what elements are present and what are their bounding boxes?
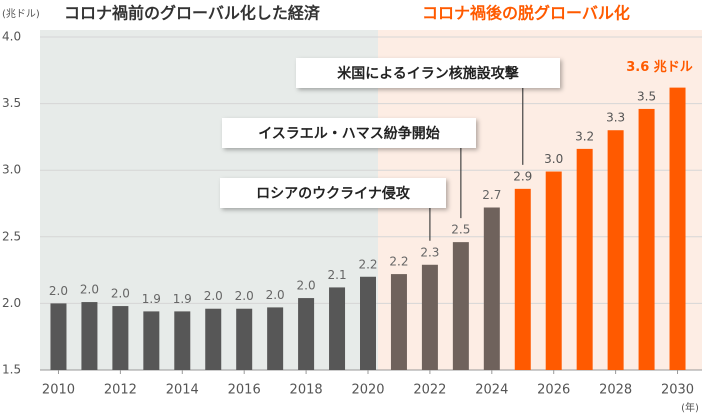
annotation-box [222, 118, 476, 148]
x-tick-label: 2026 [537, 383, 570, 398]
y-tick-label: 3.5 [2, 96, 21, 110]
bar [112, 306, 129, 370]
value-label: 3.2 [575, 129, 594, 143]
value-label: 2.0 [297, 279, 316, 293]
x-tick-label: 2020 [351, 383, 384, 398]
value-label: 2.0 [204, 289, 223, 303]
value-label: 3.6 兆ドル [626, 59, 693, 75]
y-tick-label: 2.5 [2, 229, 21, 243]
bar [669, 87, 686, 370]
bar [421, 264, 438, 370]
bar [236, 308, 253, 370]
x-tick-label: 2018 [290, 383, 323, 398]
bar [329, 287, 346, 370]
bar [174, 311, 191, 370]
value-label: 2.0 [266, 288, 285, 302]
x-tick-label: 2012 [104, 383, 137, 398]
value-label: 2.7 [482, 188, 501, 202]
bar [267, 307, 284, 370]
y-tick-label: 4.0 [2, 30, 21, 44]
annotation-text: 米国によるイラン核施設攻撃 [337, 65, 519, 82]
value-label: 2.2 [389, 255, 408, 269]
bar [205, 308, 222, 370]
bar [390, 274, 407, 370]
y-tick-label: 2.0 [2, 296, 21, 310]
x-tick-label: 2010 [42, 383, 75, 398]
bar [483, 207, 500, 370]
value-label: 3.0 [544, 152, 563, 166]
x-unit-label: (年) [681, 401, 699, 414]
bar [360, 276, 376, 370]
value-label: 2.2 [358, 257, 377, 271]
value-label: 3.3 [606, 111, 625, 125]
value-label: 2.0 [111, 287, 130, 301]
bar [452, 242, 469, 370]
region-title: コロナ禍前のグローバル化した経済 [64, 4, 321, 23]
annotation-text: ロシアのウクライナ侵攻 [256, 185, 411, 202]
x-tick-label: 2030 [661, 383, 694, 398]
value-label: 3.5 [637, 89, 656, 103]
x-tick-label: 2024 [475, 383, 508, 398]
value-label: 2.3 [420, 245, 439, 259]
x-tick-label: 2022 [413, 383, 446, 398]
x-tick-label: 2014 [166, 383, 199, 398]
bar [545, 171, 562, 370]
y-tick-label: 1.5 [2, 363, 21, 377]
bar [514, 188, 531, 370]
region-title: コロナ禍後の脱グローバル化 [422, 4, 630, 23]
bar [143, 311, 160, 370]
value-label: 1.9 [142, 292, 161, 306]
unit-label: (兆ドル) [2, 8, 40, 20]
value-label: 2.0 [80, 283, 99, 297]
bar [50, 303, 67, 370]
bar [81, 302, 98, 370]
value-label: 2.5 [451, 223, 470, 237]
value-label: 2.0 [49, 284, 68, 298]
value-label: 2.1 [328, 268, 347, 282]
bar [298, 298, 315, 370]
bar [576, 148, 593, 370]
bar [638, 108, 655, 370]
annotation-box [220, 178, 446, 208]
x-tick-label: 2016 [228, 383, 261, 398]
value-label: 2.0 [235, 289, 254, 303]
bar [607, 130, 624, 370]
x-tick-label: 2028 [599, 383, 632, 398]
annotation-box [296, 58, 560, 88]
y-tick-label: 3.0 [2, 163, 21, 177]
value-label: 2.9 [513, 169, 532, 183]
annotation-text: イスラエル・ハマス紛争開始 [258, 125, 440, 142]
value-label: 1.9 [173, 292, 192, 306]
